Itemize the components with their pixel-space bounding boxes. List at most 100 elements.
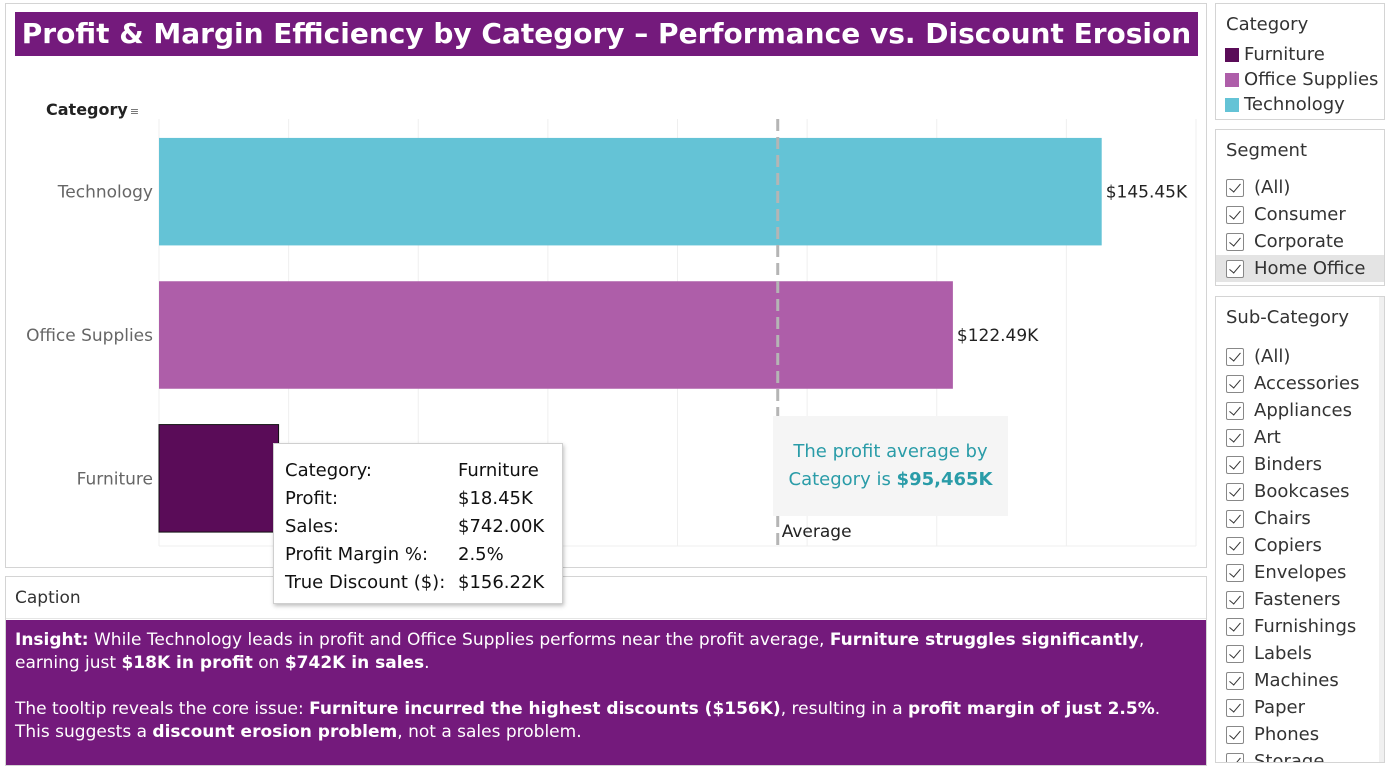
checkbox-checked[interactable] [1226, 509, 1244, 528]
caption-text: , resulting in a [780, 699, 909, 719]
chart-sheet: Profit & Margin Efficiency by Category –… [5, 3, 1207, 568]
filter-option[interactable]: Accessories [1216, 370, 1384, 397]
filter-option[interactable]: (All) [1216, 174, 1384, 201]
category-tick-label: Furniture [77, 469, 153, 489]
filter-option[interactable]: Phones [1216, 721, 1384, 748]
caption-emphasis: Furniture struggles significantly [829, 630, 1139, 650]
bar-furniture [158, 424, 280, 533]
caption-text: This suggests a [15, 722, 153, 742]
caption-emphasis: Insight: [15, 630, 89, 650]
checkbox-checked[interactable] [1226, 644, 1244, 663]
category-legend: Category Furniture Office Supplies Technol… [1215, 3, 1385, 120]
filter-option[interactable]: Appliances [1216, 397, 1384, 424]
sort-icon[interactable]: ≡ [129, 105, 140, 118]
legend-title: Category [1226, 14, 1309, 35]
filter-option[interactable]: Paper [1216, 694, 1384, 721]
checkbox-checked[interactable] [1226, 455, 1244, 474]
bar-chart: Technology $145.45K Office Supplies $122.49… [26, 119, 1197, 547]
segment-filter: Segment (All) Consumer Corporate Home Offic… [1215, 129, 1385, 286]
legend-label: Office Supplies [1244, 69, 1379, 90]
filter-option-label: Chairs [1254, 508, 1311, 529]
filter-option[interactable]: Chairs [1216, 505, 1384, 532]
filter-option[interactable]: Home Office [1216, 255, 1384, 282]
checkbox-checked[interactable] [1226, 374, 1244, 393]
filter-option[interactable]: Fasteners [1216, 586, 1384, 613]
caption-text: The tooltip reveals the core issue: [15, 699, 310, 719]
caption-emphasis: Furniture incurred the highest discounts… [309, 699, 781, 719]
filter-option-label: Bookcases [1254, 481, 1350, 502]
checkbox-checked[interactable] [1226, 347, 1244, 366]
tooltip-key: Category: [285, 459, 372, 481]
caption-text: While Technology leads in profit and Off… [88, 630, 830, 650]
filter-option[interactable]: Art [1216, 424, 1384, 451]
tooltip-row: Category: Furniture [285, 456, 552, 484]
legend-item[interactable]: Technology [1216, 92, 1384, 117]
category-tick-label: Office Supplies [26, 326, 153, 346]
checkbox-checked[interactable] [1226, 617, 1244, 636]
bar-value-label: $145.45K [1106, 183, 1188, 203]
legend-label: Furniture [1244, 44, 1325, 65]
checkbox-checked[interactable] [1226, 259, 1244, 278]
tooltip-value: $742.00K [458, 515, 545, 537]
filter-option-label: Copiers [1254, 535, 1322, 556]
checkbox-checked[interactable] [1226, 205, 1244, 224]
filter-option-label: Appliances [1254, 400, 1352, 421]
filter-option[interactable]: Copiers [1216, 532, 1384, 559]
legend-label: Technology [1244, 94, 1345, 115]
dashboard-title: Profit & Margin Efficiency by Category –… [15, 12, 1198, 56]
tooltip-row: Profit Margin %: 2.5% [285, 540, 552, 568]
filter-option-label: Envelopes [1254, 562, 1347, 583]
tooltip-value: $156.22K [458, 571, 545, 593]
checkbox-checked[interactable] [1226, 536, 1244, 555]
filter-option-label: Storage [1254, 751, 1325, 763]
filter-option-label: Fasteners [1254, 589, 1341, 610]
legend-item[interactable]: Office Supplies [1216, 67, 1384, 92]
tooltip-key: Profit Margin %: [285, 543, 429, 565]
filter-option-label: Corporate [1254, 231, 1344, 252]
caption-text: . [424, 653, 430, 673]
checkbox-checked[interactable] [1226, 401, 1244, 420]
filter-option-label: Machines [1254, 670, 1339, 691]
filter-option-label: Home Office [1254, 258, 1366, 279]
checkbox-checked[interactable] [1226, 178, 1244, 197]
category-axis-header[interactable]: Category ≡ [46, 100, 139, 119]
segment-filter-title: Segment [1226, 140, 1307, 161]
subcategory-filter-title: Sub-Category [1226, 307, 1349, 328]
checkbox-checked[interactable] [1226, 725, 1244, 744]
checkbox-checked[interactable] [1226, 752, 1244, 762]
caption-emphasis: profit margin of just 2.5% [908, 699, 1155, 719]
tooltip-value: $18.45K [458, 487, 533, 509]
checkbox-checked[interactable] [1226, 698, 1244, 717]
subcategory-scrollbar[interactable] [1379, 297, 1384, 762]
checkbox-checked[interactable] [1226, 428, 1244, 447]
filter-option[interactable]: Storage [1216, 748, 1384, 763]
filter-option[interactable]: Envelopes [1216, 559, 1384, 586]
checkbox-checked[interactable] [1226, 590, 1244, 609]
caption-panel: Caption Insight: While Technology leads … [5, 576, 1207, 766]
checkbox-checked[interactable] [1226, 232, 1244, 251]
tooltip-key: Sales: [285, 515, 339, 537]
filter-option-label: Consumer [1254, 204, 1346, 225]
filter-option[interactable]: Binders [1216, 451, 1384, 478]
caption-text: on [252, 653, 285, 673]
filter-option[interactable]: Machines [1216, 667, 1384, 694]
bar-technology [159, 137, 1102, 246]
category-tick-label: Technology [57, 183, 153, 203]
tooltip-value: 2.5% [458, 543, 504, 565]
filter-option[interactable]: Corporate [1216, 228, 1384, 255]
bar-office-supplies [159, 281, 953, 389]
checkbox-checked[interactable] [1226, 563, 1244, 582]
filter-option[interactable]: Furnishings [1216, 613, 1384, 640]
filter-option[interactable]: Bookcases [1216, 478, 1384, 505]
tooltip-key: True Discount ($): [285, 571, 446, 593]
tooltip-key: Profit: [285, 487, 339, 509]
checkbox-checked[interactable] [1226, 482, 1244, 501]
filter-option-label: Art [1254, 427, 1281, 448]
filter-option[interactable]: (All) [1216, 343, 1384, 370]
tooltip-row: True Discount ($): $156.22K [285, 568, 552, 596]
legend-item[interactable]: Furniture [1216, 42, 1384, 67]
filter-option[interactable]: Consumer [1216, 201, 1384, 228]
checkbox-checked[interactable] [1226, 671, 1244, 690]
filter-option[interactable]: Labels [1216, 640, 1384, 667]
legend-swatch [1225, 47, 1239, 62]
